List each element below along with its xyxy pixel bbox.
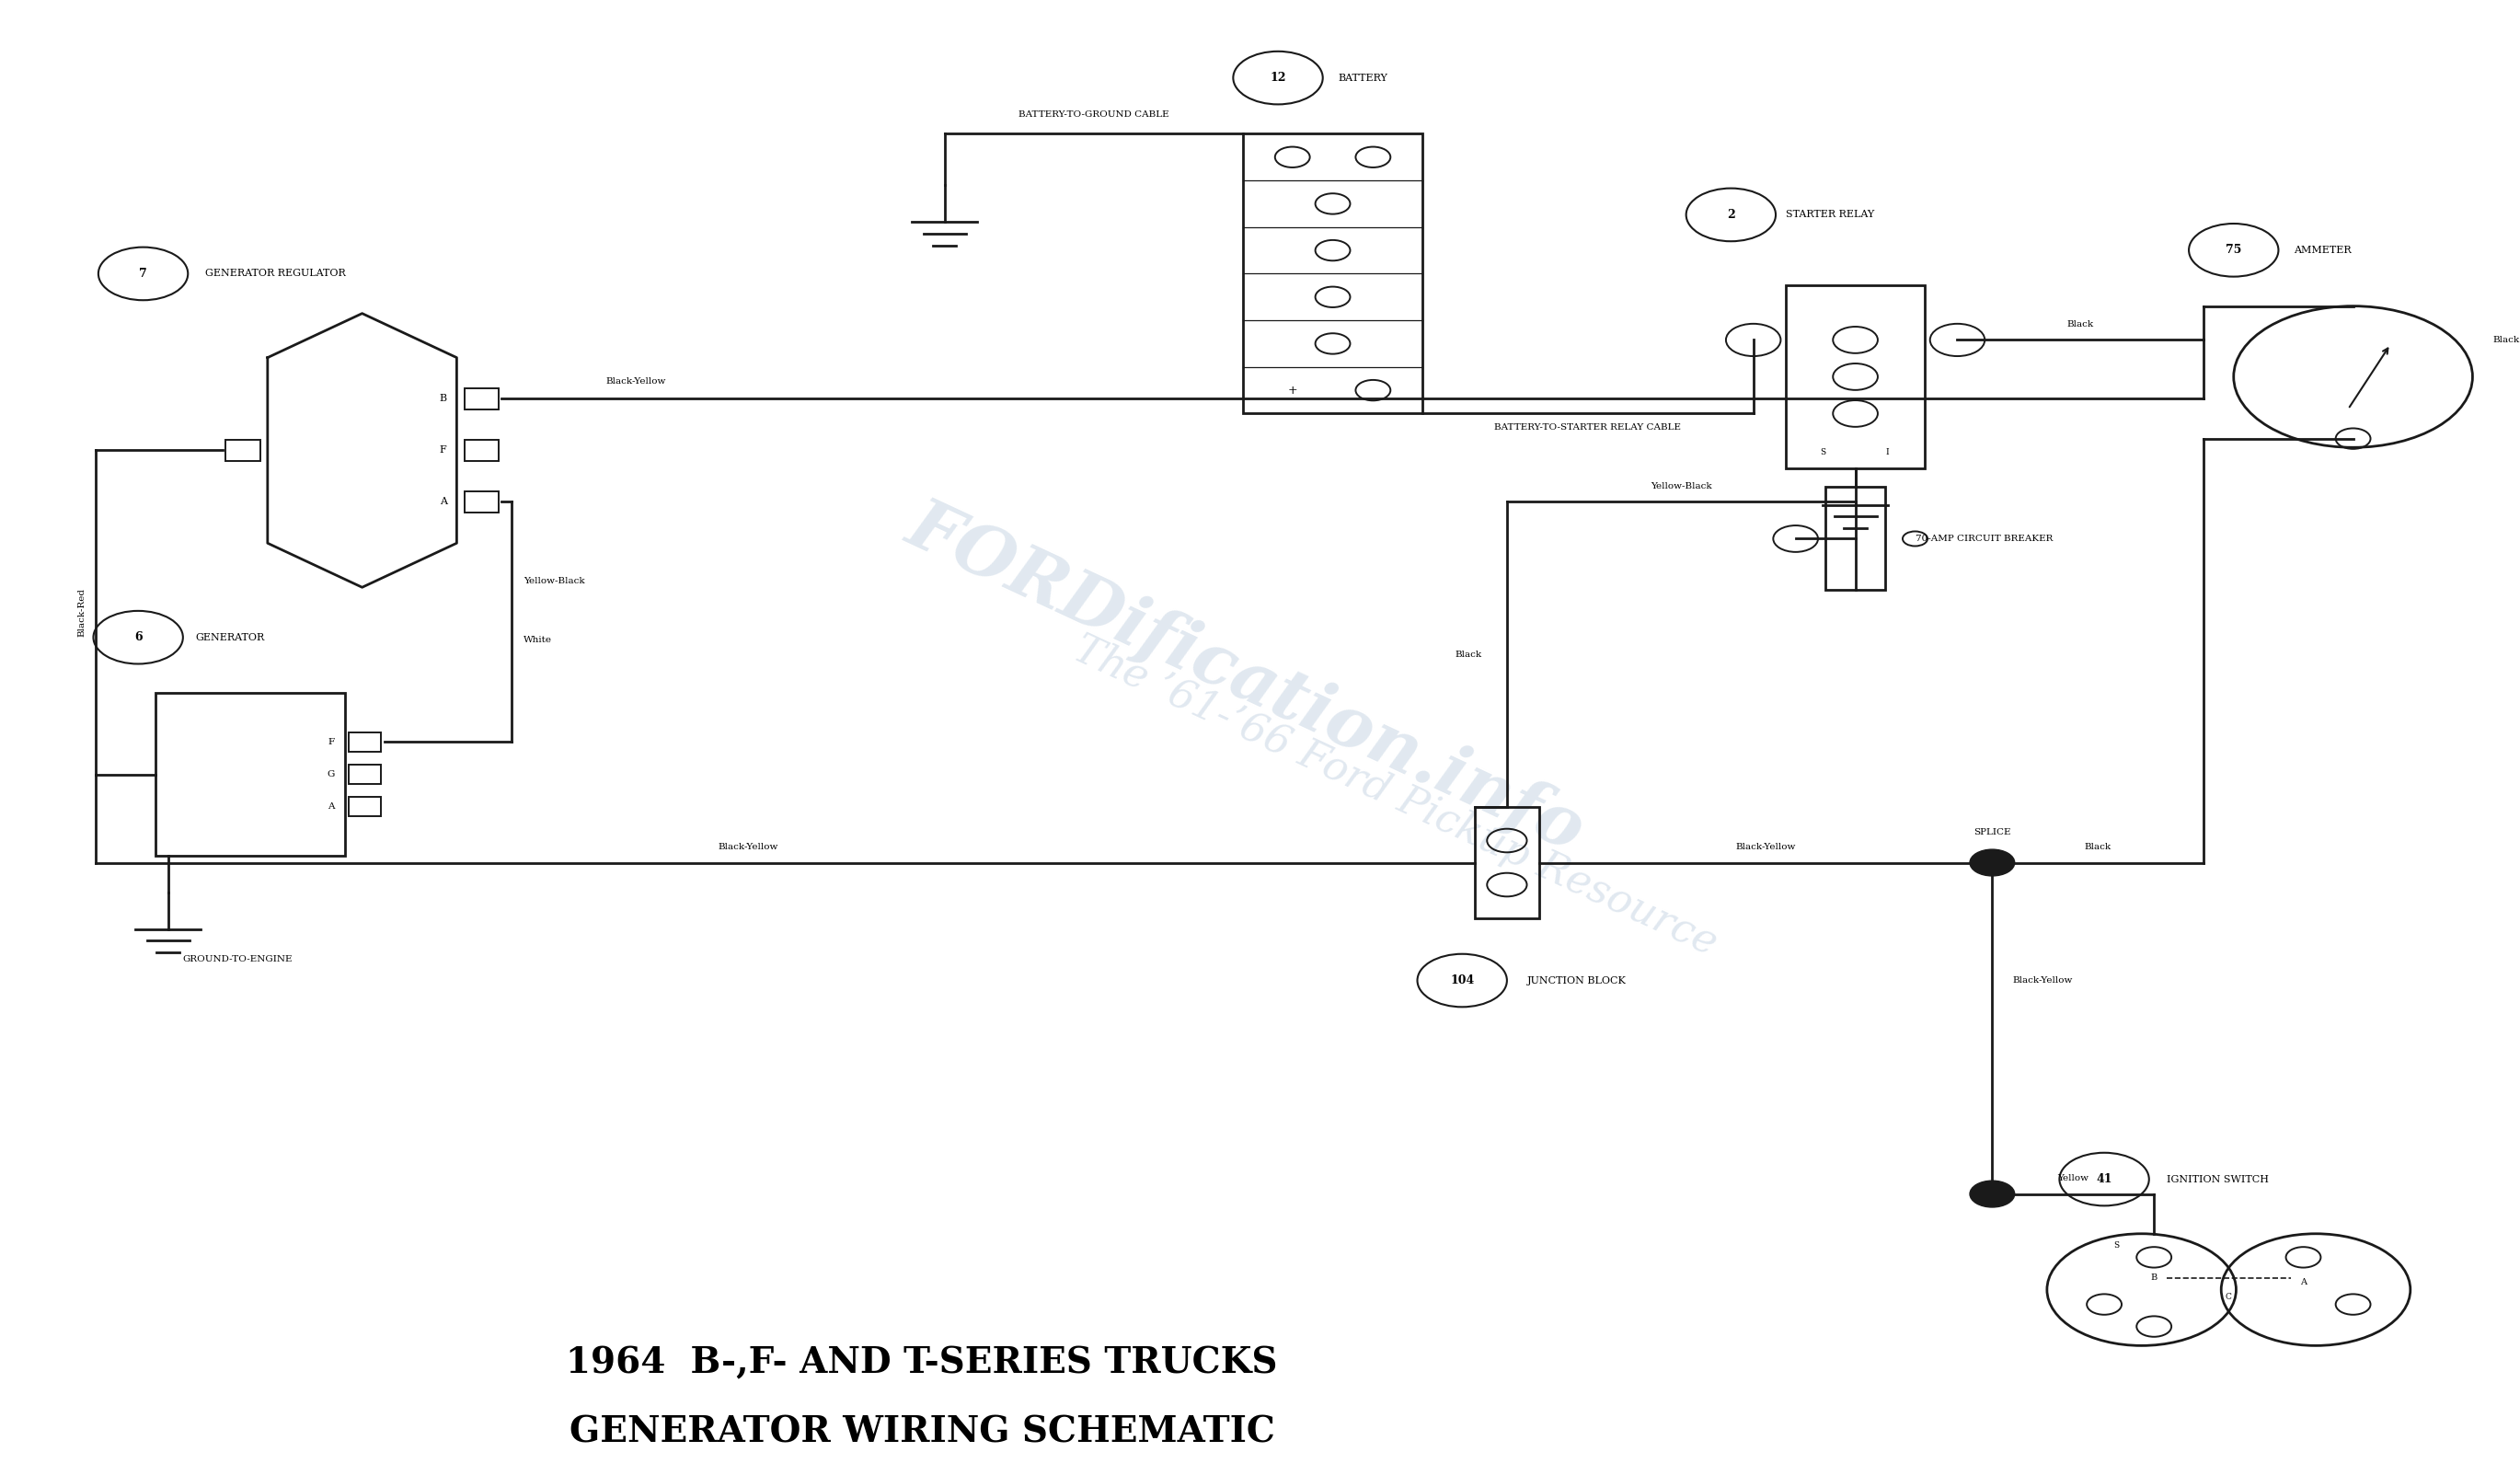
Text: Black-Red: Black-Red	[78, 589, 86, 637]
Text: B: B	[2150, 1274, 2157, 1282]
Circle shape	[1971, 1180, 2013, 1207]
Text: 41: 41	[2097, 1173, 2112, 1186]
Text: AMMETER: AMMETER	[2293, 245, 2351, 255]
Text: IGNITION SWITCH: IGNITION SWITCH	[2167, 1174, 2268, 1184]
Text: Yellow: Yellow	[2056, 1174, 2089, 1181]
Text: BATTERY-TO-GROUND CABLE: BATTERY-TO-GROUND CABLE	[1018, 111, 1169, 119]
Text: +: +	[1288, 385, 1298, 397]
Text: GROUND-TO-ENGINE: GROUND-TO-ENGINE	[184, 956, 292, 963]
Text: Black-Yellow: Black-Yellow	[718, 842, 779, 851]
Text: Black-Yellow: Black-Yellow	[605, 378, 665, 385]
Text: 12: 12	[1270, 72, 1285, 84]
Text: F: F	[438, 445, 446, 454]
Text: FORDification.info: FORDification.info	[897, 491, 1595, 866]
Text: 6: 6	[134, 631, 141, 643]
Text: G: G	[328, 770, 335, 779]
Bar	[156, 693, 345, 856]
Text: JUNCTION BLOCK: JUNCTION BLOCK	[1527, 976, 1625, 985]
Text: BATTERY: BATTERY	[1338, 74, 1389, 83]
Text: Black: Black	[2492, 336, 2520, 344]
Text: A: A	[438, 497, 446, 506]
Text: Black: Black	[1454, 650, 1482, 658]
Text: STARTER RELAY: STARTER RELAY	[1787, 209, 1875, 220]
Text: Yellow-Black: Yellow-Black	[1651, 482, 1711, 490]
Text: 104: 104	[1449, 975, 1474, 987]
Text: Black-Yellow: Black-Yellow	[1736, 842, 1797, 851]
Text: I: I	[1885, 448, 1890, 456]
Bar	[464, 388, 499, 409]
Bar	[1787, 286, 1925, 468]
Text: B: B	[438, 394, 446, 404]
Bar	[348, 764, 381, 783]
Bar	[1824, 487, 1885, 590]
Text: GENERATOR: GENERATOR	[197, 633, 265, 642]
Bar	[348, 733, 381, 751]
Text: F: F	[328, 738, 335, 746]
Text: White: White	[524, 636, 552, 645]
Text: BATTERY-TO-STARTER RELAY CABLE: BATTERY-TO-STARTER RELAY CABLE	[1494, 423, 1681, 431]
Bar	[464, 491, 499, 512]
Text: S: S	[1819, 448, 1827, 456]
Text: A: A	[328, 802, 335, 811]
Text: Black-Yellow: Black-Yellow	[2011, 976, 2071, 984]
Bar	[224, 440, 260, 460]
Text: Black: Black	[2066, 320, 2094, 327]
Text: 70-AMP CIRCUIT BREAKER: 70-AMP CIRCUIT BREAKER	[1915, 534, 2051, 543]
Text: C: C	[2225, 1294, 2233, 1301]
Bar	[1242, 134, 1421, 413]
Text: GENERATOR WIRING SCHEMATIC: GENERATOR WIRING SCHEMATIC	[570, 1415, 1275, 1450]
Text: 75: 75	[2225, 245, 2243, 257]
Text: 2: 2	[1726, 209, 1734, 221]
Text: 1964  B-,F- AND T-SERIES TRUCKS: 1964 B-,F- AND T-SERIES TRUCKS	[567, 1345, 1278, 1381]
Circle shape	[1971, 850, 2013, 876]
Text: A: A	[2301, 1279, 2306, 1286]
Bar	[1474, 807, 1540, 919]
Bar	[464, 440, 499, 460]
Text: S: S	[2114, 1242, 2119, 1249]
Text: Yellow-Black: Yellow-Black	[524, 577, 585, 586]
Text: The ’61-’66 Ford Pickup Resource: The ’61-’66 Ford Pickup Resource	[1066, 630, 1724, 963]
Bar	[348, 796, 381, 816]
Text: 7: 7	[139, 267, 146, 280]
Text: Black: Black	[2084, 842, 2112, 851]
Text: GENERATOR REGULATOR: GENERATOR REGULATOR	[204, 268, 345, 279]
Text: SPLICE: SPLICE	[1973, 827, 2011, 836]
